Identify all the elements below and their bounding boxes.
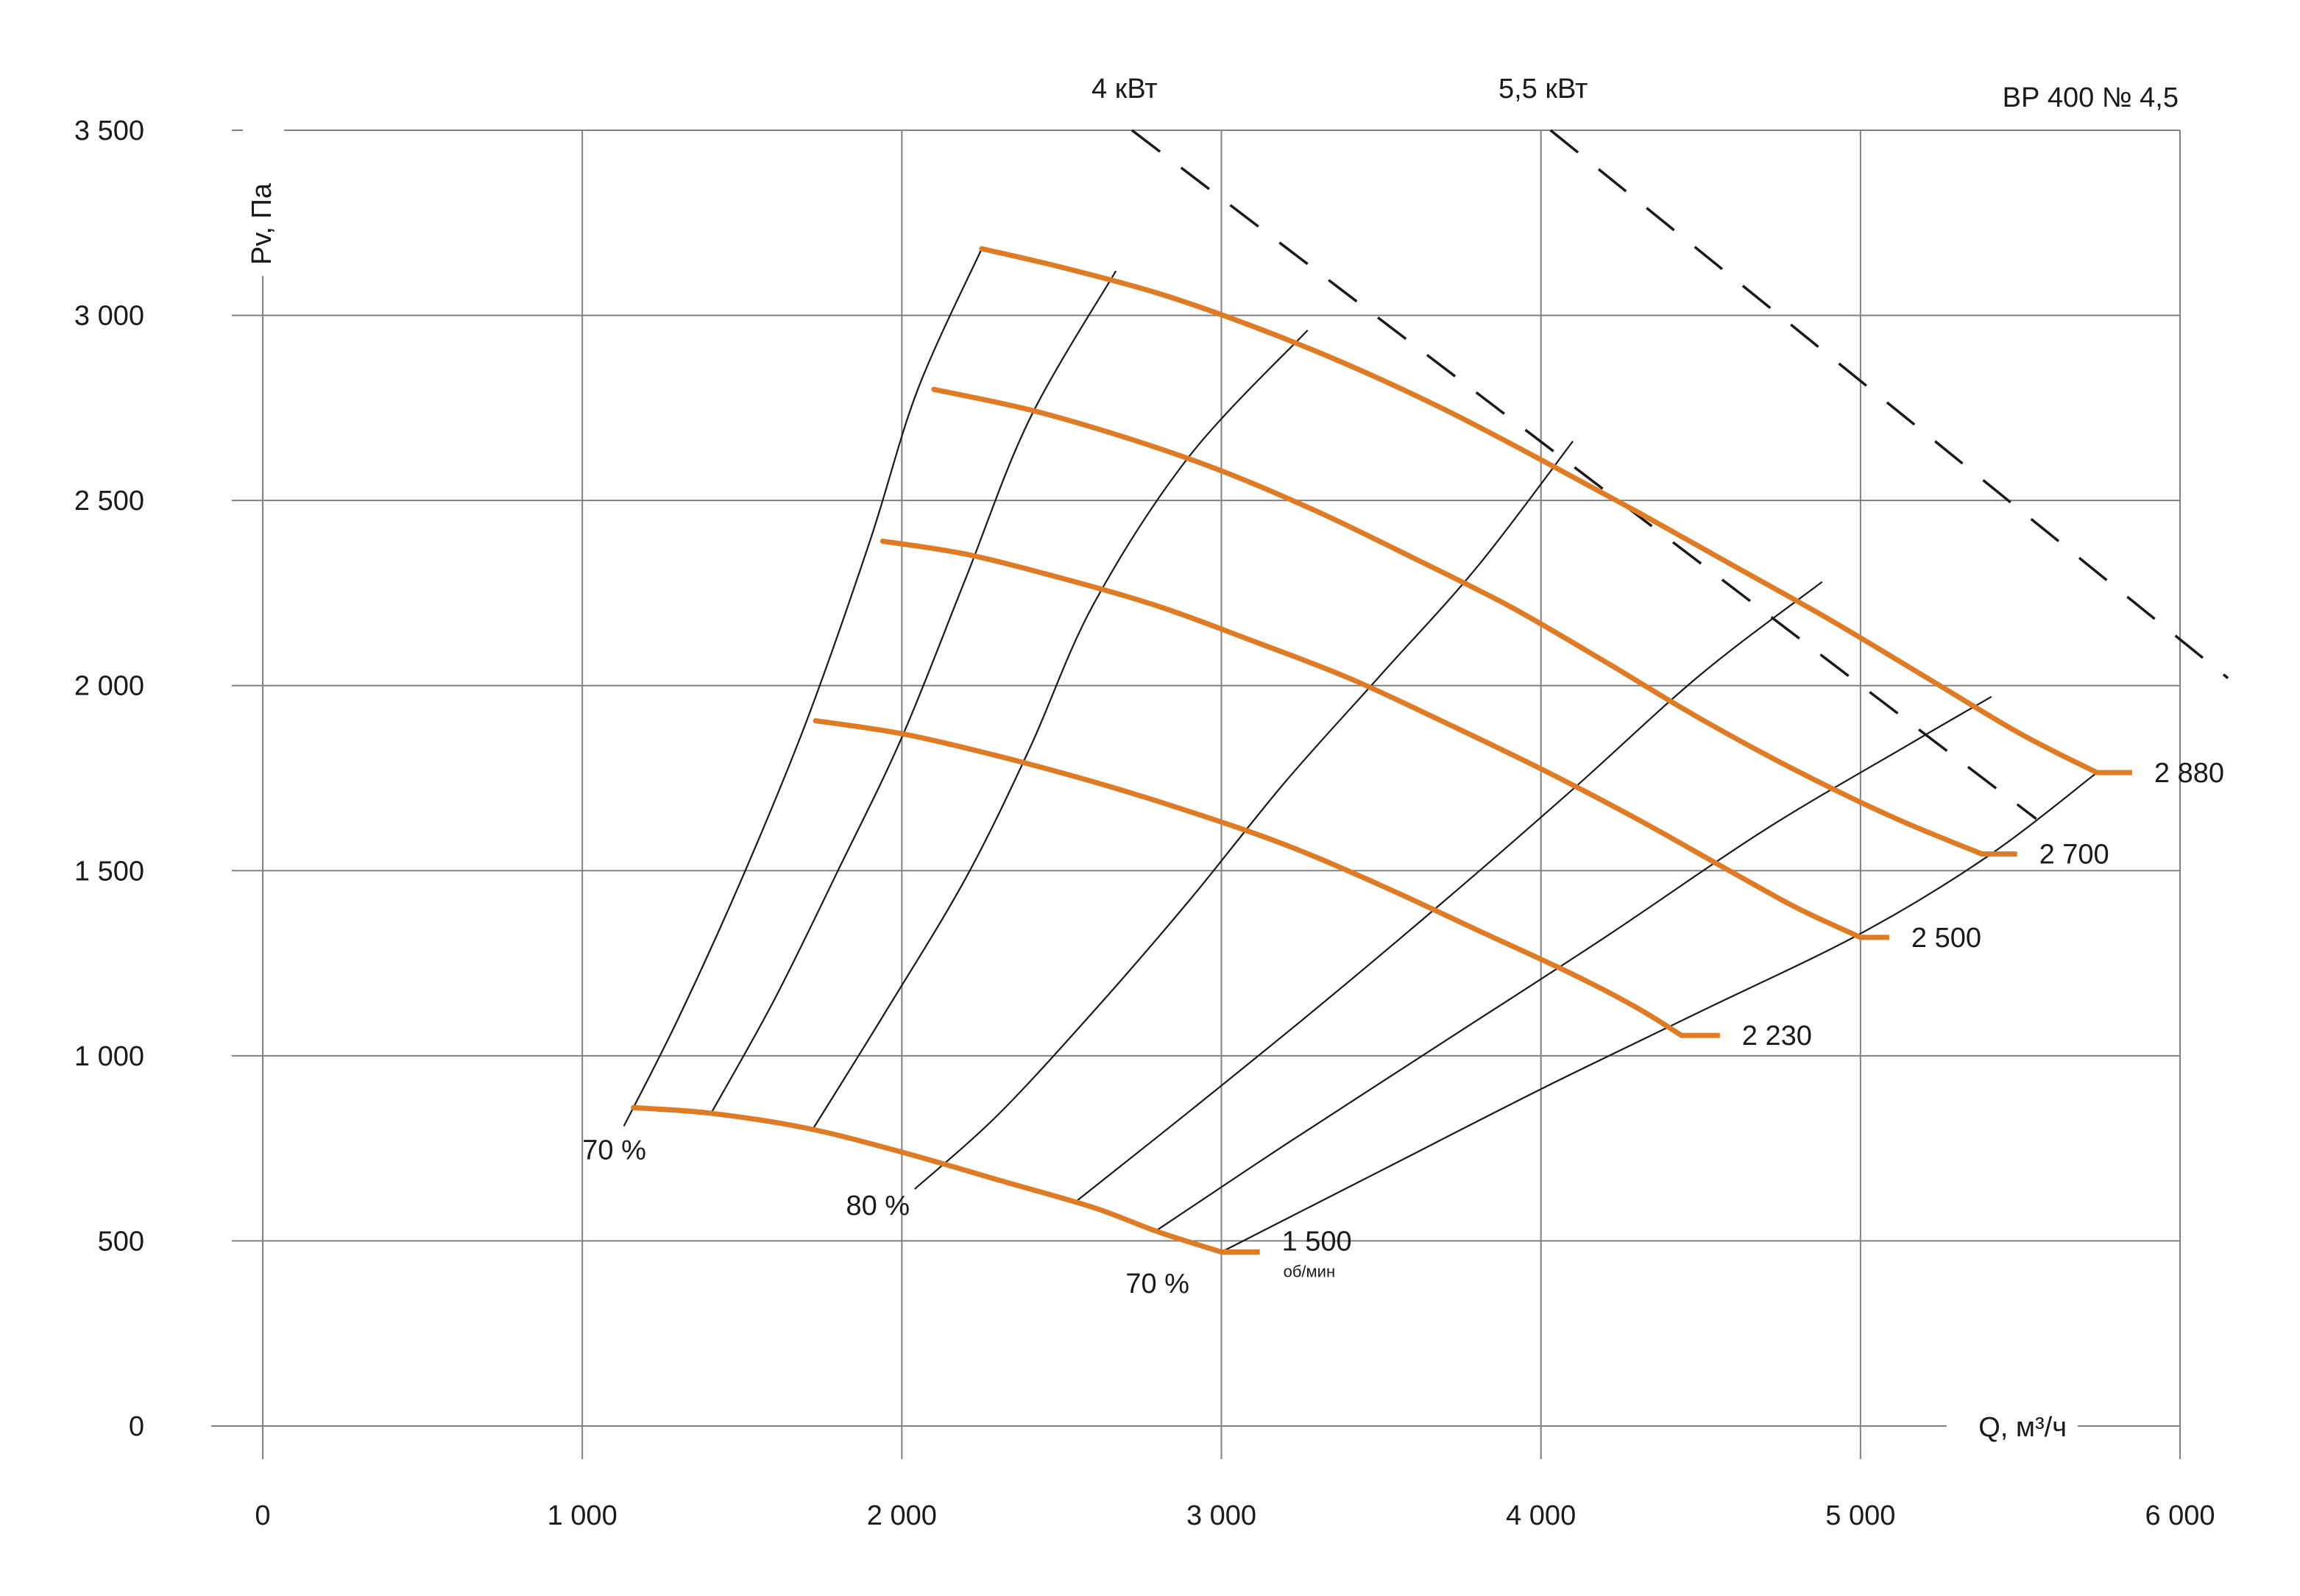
speed-curve-label: 2 700 [2039, 840, 2109, 870]
speed-curve-label: 2 230 [1742, 1021, 1812, 1051]
y-tick-label: 3 000 [74, 301, 144, 332]
efficiency-lines [623, 248, 2098, 1253]
y-tick-label: 2 500 [74, 486, 144, 517]
efficiency-label: 70 % [1125, 1269, 1189, 1299]
power-line-label: 4 кВт [1091, 74, 1158, 104]
speed-curve-label: 2 880 [2154, 758, 2224, 789]
x-axis-label-backdrop [1947, 1407, 2078, 1445]
speed-unit-label: об/мин [1284, 1263, 1336, 1281]
power-line [1130, 129, 2037, 820]
chart-title: ВР 400 № 4,5 [2003, 82, 2179, 113]
speed-curve [813, 718, 1685, 1038]
x-tick-label: 5 000 [1825, 1500, 1895, 1531]
efficiency-line [709, 270, 1117, 1116]
grid [211, 130, 2181, 1459]
efficiency-line [1221, 772, 2098, 1253]
speed-curve [979, 246, 2100, 776]
y-tick-label: 1 500 [74, 856, 144, 887]
power-line [1549, 129, 2229, 680]
axes: 0 500 1 000 1 500 2 000 2 500 3 000 3 500 0 1 000… [74, 116, 2215, 1531]
speed-curve-label: 1 500 [1282, 1227, 1352, 1258]
x-axis-label: Q, м³/ч [1978, 1412, 2067, 1443]
speed-curve [880, 539, 1864, 940]
y-tick-label: 2 000 [74, 671, 144, 702]
x-tick-label: 3 000 [1186, 1500, 1256, 1531]
speed-curves [631, 246, 2132, 1255]
efficiency-line [623, 248, 983, 1127]
y-tick-label: 3 500 [74, 116, 144, 146]
x-tick-label: 0 [255, 1500, 270, 1531]
power-lines [1130, 129, 2229, 820]
y-axis-label: Pv, Па [247, 182, 277, 265]
efficiency-label: 80 % [846, 1191, 910, 1221]
efficiency-label: 70 % [582, 1135, 646, 1166]
efficiency-line [1077, 581, 1823, 1201]
efficiency-line [1157, 695, 1992, 1231]
x-tick-label: 4 000 [1506, 1500, 1576, 1531]
speed-curve-label: 2 500 [1911, 923, 1981, 954]
speed-curve [931, 386, 1985, 857]
x-tick-label: 6 000 [2145, 1500, 2215, 1531]
efficiency-line [811, 329, 1309, 1131]
y-tick-label: 1 000 [74, 1041, 144, 1072]
x-tick-label: 2 000 [867, 1500, 937, 1531]
x-tick-label: 1 000 [548, 1500, 618, 1531]
power-line-label: 5,5 кВт [1498, 74, 1588, 104]
speed-curve [631, 1104, 1224, 1255]
y-tick-label: 0 [129, 1411, 144, 1442]
efficiency-line [913, 440, 1574, 1190]
y-tick-label: 500 [98, 1226, 144, 1257]
y-axis-label-backdrop [243, 121, 284, 276]
labels: 4 кВт 5,5 кВт 1 500 об/мин 2 230 2 500 2 700 2 … [582, 74, 2224, 1299]
